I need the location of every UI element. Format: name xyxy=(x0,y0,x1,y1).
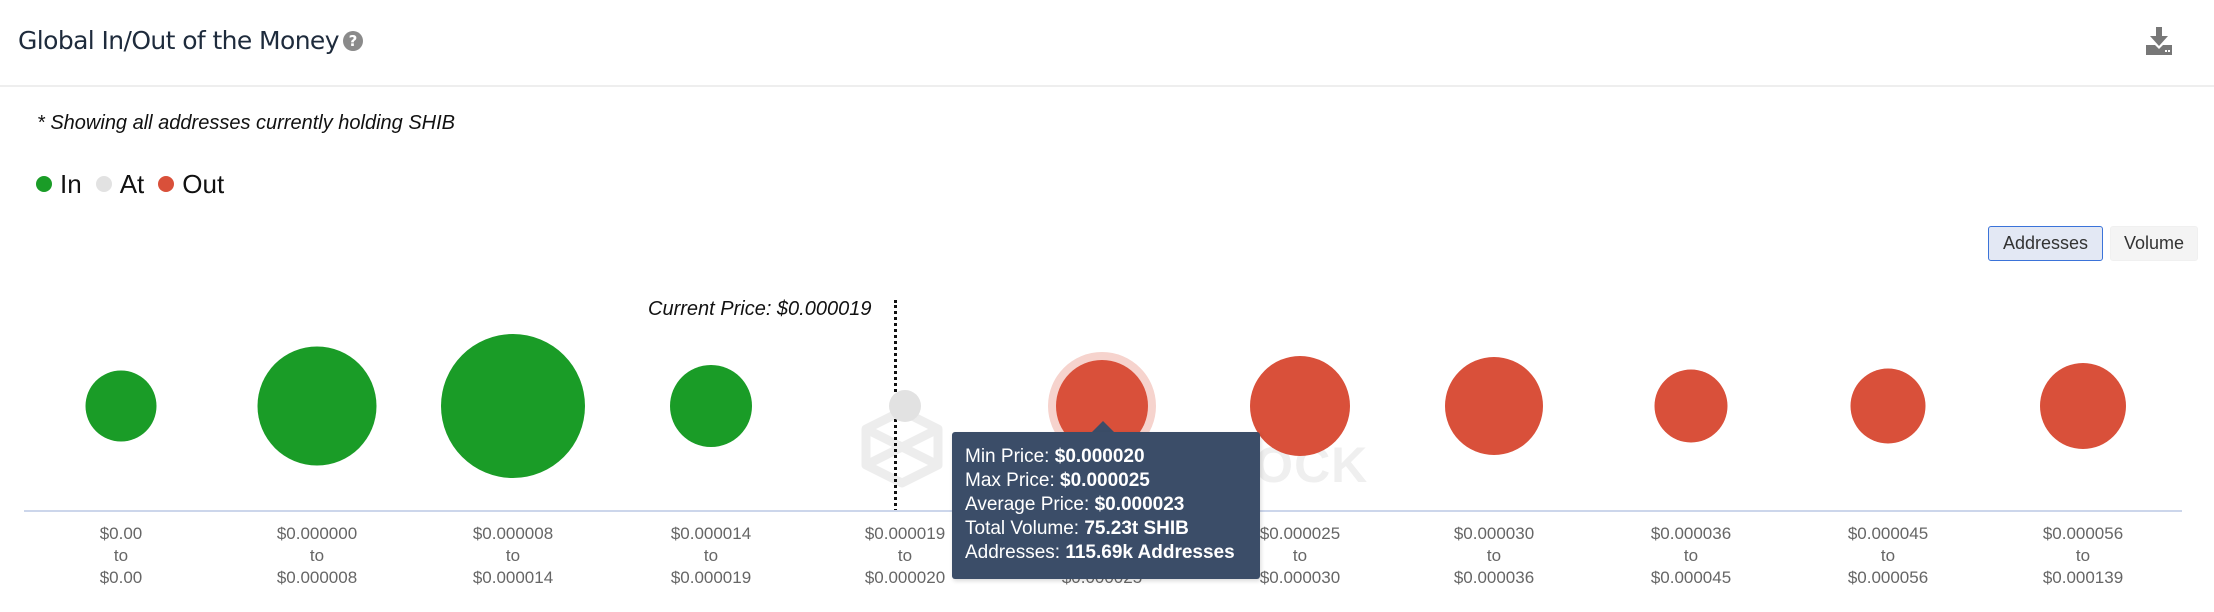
current-price-label: Current Price: $0.000019 xyxy=(648,298,872,320)
range-to: $0.000030 xyxy=(1259,568,1341,587)
legend-label: In xyxy=(60,168,82,199)
range-from: $0.000008 xyxy=(472,524,554,543)
range-from: $0.000000 xyxy=(276,524,358,543)
range-to: $0.000020 xyxy=(864,568,946,587)
bubble-in[interactable] xyxy=(670,365,752,447)
x-axis-label: $0.000008 to $0.000014 xyxy=(423,523,603,589)
bubble-in[interactable] xyxy=(85,370,157,442)
range-separator: to xyxy=(2075,546,2091,565)
tooltip-total-volume: Total Volume: 75.23t SHIB xyxy=(965,518,1189,539)
bubble-out[interactable] xyxy=(1445,357,1543,455)
bubble-tooltip: Min Price: $0.000020 Max Price: $0.00002… xyxy=(952,432,1260,579)
range-from: $0.000014 xyxy=(670,524,752,543)
range-separator: to xyxy=(1486,546,1502,565)
download-icon[interactable] xyxy=(2146,27,2172,55)
legend-dot-in-icon xyxy=(36,176,52,192)
legend-item-in[interactable]: In xyxy=(36,169,82,200)
range-separator: to xyxy=(1683,546,1699,565)
bubble-out[interactable] xyxy=(2040,363,2126,449)
legend-label: At xyxy=(119,168,145,199)
range-to: $0.000036 xyxy=(1453,568,1535,587)
tooltip-addresses: Addresses: 115.69k Addresses xyxy=(965,542,1235,563)
x-axis-label: $0.000036 to $0.000045 xyxy=(1601,523,1781,589)
x-axis-label: $0.000025 to $0.000030 xyxy=(1210,523,1390,589)
watermark-logo-icon xyxy=(860,405,944,489)
range-from: $0.000030 xyxy=(1453,524,1535,543)
range-to: $0.00 xyxy=(99,568,143,587)
x-axis-label: $0.000056 to $0.000139 xyxy=(1993,523,2173,589)
x-axis-label: $0.000014 to $0.000019 xyxy=(621,523,801,589)
range-separator: to xyxy=(113,546,129,565)
legend-label: Out xyxy=(182,168,225,199)
range-separator: to xyxy=(703,546,719,565)
range-from: $0.000045 xyxy=(1847,524,1929,543)
help-icon[interactable]: ? xyxy=(343,31,363,51)
page-title: Global In/Out of the Money xyxy=(18,26,340,55)
bubble-out[interactable] xyxy=(1850,368,1926,444)
legend-item-at[interactable]: At xyxy=(95,168,145,200)
range-to: $0.000139 xyxy=(2042,568,2124,587)
range-separator: to xyxy=(505,546,521,565)
tooltip-average-price: Average Price: $0.000023 xyxy=(965,494,1185,515)
chart-subtitle: * Showing all addresses currently holdin… xyxy=(37,112,455,134)
range-separator: to xyxy=(897,546,913,565)
x-axis-label: $0.000030 to $0.000036 xyxy=(1404,523,1584,589)
chart-legend: In At Out xyxy=(36,168,238,200)
tooltip-arrow xyxy=(1092,421,1114,432)
legend-item-out[interactable]: Out xyxy=(158,169,224,200)
range-to: $0.000056 xyxy=(1847,568,1929,587)
range-to: $0.000019 xyxy=(670,568,752,587)
x-axis-label: $0.00 to $0.00 xyxy=(31,523,211,589)
tooltip-min-price: Min Price: $0.000020 xyxy=(965,446,1145,467)
addresses-toggle-button[interactable]: Addresses xyxy=(1988,226,2103,261)
legend-dot-at-icon xyxy=(95,176,112,192)
range-separator: to xyxy=(1292,546,1308,565)
range-separator: to xyxy=(1880,546,1896,565)
range-to: $0.000045 xyxy=(1650,568,1732,587)
bubble-at[interactable] xyxy=(889,390,921,422)
range-from: $0.000036 xyxy=(1650,524,1732,543)
x-axis-label: $0.000000 to $0.000008 xyxy=(227,523,407,589)
bubble-in[interactable] xyxy=(257,346,377,466)
volume-toggle-button[interactable]: Volume xyxy=(2110,226,2198,261)
bubble-in[interactable] xyxy=(441,334,585,478)
range-from: $0.000019 xyxy=(864,524,946,543)
range-to: $0.000008 xyxy=(276,568,358,587)
header-divider xyxy=(0,85,2214,87)
x-axis-label: $0.000019 to $0.000020 xyxy=(815,523,995,589)
tooltip-max-price: Max Price: $0.000025 xyxy=(965,470,1150,491)
range-from: $0.000025 xyxy=(1259,524,1341,543)
legend-dot-out-icon xyxy=(158,176,175,192)
bubble-out[interactable] xyxy=(1654,369,1728,443)
range-separator: to xyxy=(309,546,325,565)
bubble-out[interactable] xyxy=(1250,356,1350,456)
range-from: $0.000056 xyxy=(2042,524,2124,543)
range-from: $0.00 xyxy=(99,524,143,543)
range-to: $0.000014 xyxy=(472,568,554,587)
x-axis-label: $0.000045 to $0.000056 xyxy=(1798,523,1978,589)
